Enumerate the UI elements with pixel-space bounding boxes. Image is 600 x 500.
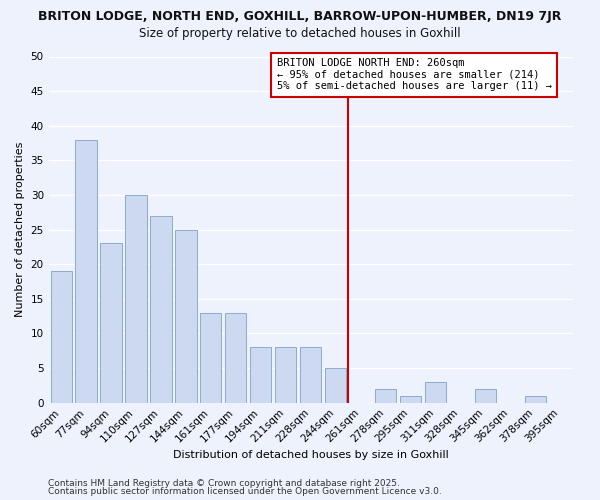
Bar xyxy=(524,396,546,402)
Bar xyxy=(200,312,221,402)
Bar xyxy=(100,244,122,402)
Bar xyxy=(300,348,322,403)
Bar xyxy=(250,348,271,403)
Bar xyxy=(125,195,146,402)
Text: Contains public sector information licensed under the Open Government Licence v3: Contains public sector information licen… xyxy=(48,487,442,496)
Bar xyxy=(400,396,421,402)
Text: BRITON LODGE NORTH END: 260sqm
← 95% of detached houses are smaller (214)
5% of : BRITON LODGE NORTH END: 260sqm ← 95% of … xyxy=(277,58,551,92)
Bar xyxy=(175,230,197,402)
Bar xyxy=(425,382,446,402)
Bar xyxy=(475,389,496,402)
Bar xyxy=(76,140,97,402)
Y-axis label: Number of detached properties: Number of detached properties xyxy=(15,142,25,318)
Bar xyxy=(50,271,72,402)
Bar xyxy=(275,348,296,403)
X-axis label: Distribution of detached houses by size in Goxhill: Distribution of detached houses by size … xyxy=(173,450,449,460)
Bar xyxy=(375,389,396,402)
Bar xyxy=(325,368,346,402)
Text: Contains HM Land Registry data © Crown copyright and database right 2025.: Contains HM Land Registry data © Crown c… xyxy=(48,478,400,488)
Bar xyxy=(151,216,172,402)
Text: BRITON LODGE, NORTH END, GOXHILL, BARROW-UPON-HUMBER, DN19 7JR: BRITON LODGE, NORTH END, GOXHILL, BARROW… xyxy=(38,10,562,23)
Bar xyxy=(225,312,247,402)
Text: Size of property relative to detached houses in Goxhill: Size of property relative to detached ho… xyxy=(139,28,461,40)
